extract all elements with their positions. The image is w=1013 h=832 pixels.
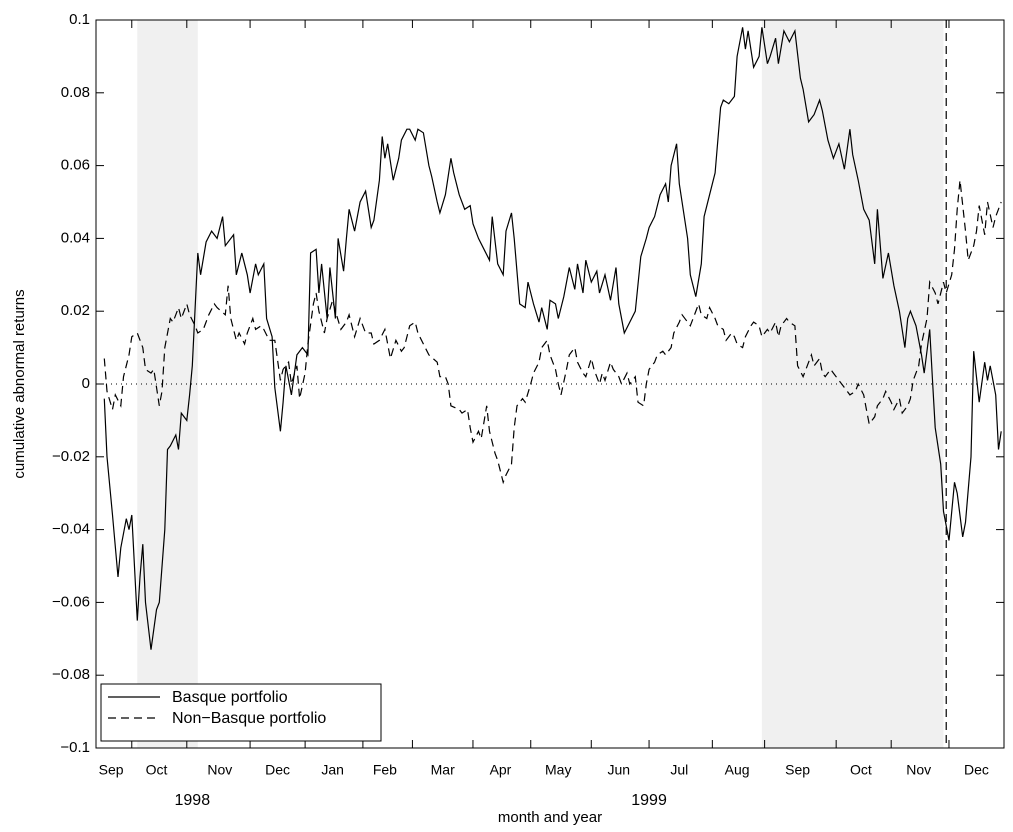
y-tick-label: −0.02 xyxy=(52,448,90,465)
y-axis-label: cumulative abnormal returns xyxy=(11,289,28,478)
y-tick-label: 0 xyxy=(82,375,90,392)
legend-box xyxy=(100,683,382,742)
y-tick-label: −0.1 xyxy=(60,739,90,756)
y-tick-label: 0.06 xyxy=(61,157,90,174)
x-tick-label: Apr xyxy=(490,762,512,778)
legend-label: Basque portfolio xyxy=(172,689,288,706)
x-axis-label: month and year xyxy=(498,809,602,826)
x-tick-label: Aug xyxy=(725,762,750,778)
y-tick-label: 0.04 xyxy=(61,229,90,246)
x-tick-label: Oct xyxy=(850,762,872,778)
year-label: 1999 xyxy=(631,792,667,809)
x-tick-label: Jul xyxy=(670,762,688,778)
x-tick-label: Jan xyxy=(321,762,344,778)
y-tick-label: 0.08 xyxy=(61,84,90,101)
legend-label: Non−Basque portfolio xyxy=(172,710,326,727)
series-line xyxy=(103,27,1002,650)
x-tick-label: Nov xyxy=(906,762,931,778)
x-tick-label: Sep xyxy=(785,762,810,778)
x-tick-label: Feb xyxy=(373,762,397,778)
x-tick-label: Dec xyxy=(964,762,989,778)
x-tick-label: Nov xyxy=(207,762,232,778)
x-tick-label: May xyxy=(545,762,571,778)
y-tick-label: −0.06 xyxy=(52,593,90,610)
y-tick-label: 0.1 xyxy=(69,11,90,28)
x-tick-label: Dec xyxy=(265,762,290,778)
x-tick-label: Mar xyxy=(431,762,455,778)
y-tick-label: −0.04 xyxy=(52,521,90,538)
x-tick-label: Oct xyxy=(146,762,168,778)
shaded-region xyxy=(137,20,198,748)
y-tick-label: −0.08 xyxy=(52,666,90,683)
year-label: 1998 xyxy=(175,792,211,809)
series-line xyxy=(103,180,1002,485)
y-tick-label: 0.02 xyxy=(61,302,90,319)
x-tick-label: Sep xyxy=(99,762,124,778)
x-tick-label: Jun xyxy=(607,762,630,778)
legend: Basque portfolio Non−Basque portfolio xyxy=(100,683,382,742)
